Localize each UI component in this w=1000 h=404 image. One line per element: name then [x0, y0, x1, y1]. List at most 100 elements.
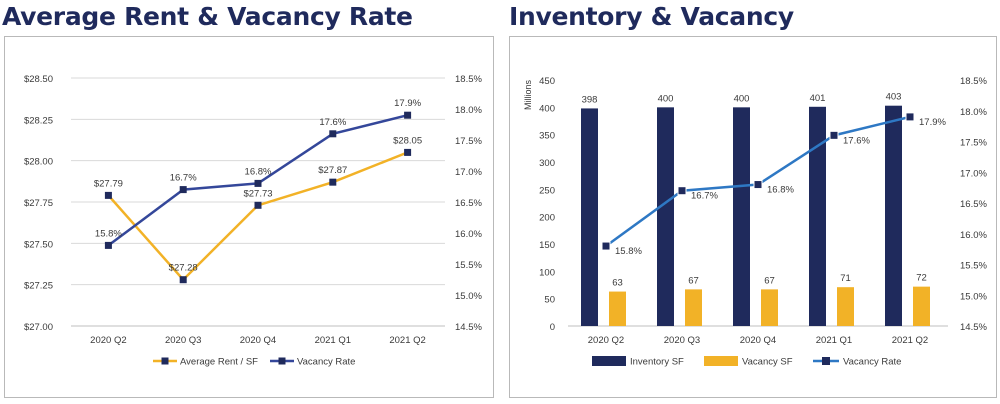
inventory-bar	[809, 106, 826, 326]
vacancy-point	[404, 111, 412, 119]
left-chart-title: Average Rent & Vacancy Rate	[2, 2, 413, 31]
rent-data-label: $27.87	[318, 165, 347, 176]
left-axis-tick-label: $28.00	[24, 157, 53, 168]
rent-vacancy-chart: $27.00 $27.25 $27.50 $27.75 $28.00 $28.25 $28.…	[24, 74, 483, 368]
right-axis-tick-label: 14.5%	[455, 322, 482, 333]
vacancy-sf-data-label: 67	[764, 275, 775, 286]
right-axis-tick-label: 18.5%	[960, 76, 987, 87]
left-axis-tick-label: $28.50	[24, 74, 53, 85]
x-axis-tick-label: 2021 Q2	[389, 335, 425, 346]
right-axis-tick-label: 16.0%	[960, 230, 987, 241]
left-axis-tick-label: 200	[539, 213, 555, 224]
legend-vacancy-rate-marker	[822, 357, 830, 365]
right-axis-tick-label: 15.5%	[960, 261, 987, 272]
inventory-data-label: 401	[810, 93, 826, 104]
x-axis-tick-label: 2021 Q1	[315, 335, 351, 346]
rent-point	[179, 276, 187, 284]
vacancy-sf-data-label: 71	[840, 273, 851, 284]
vacancy-sf-bar	[837, 287, 854, 326]
left-axis-tick-label: $27.75	[24, 198, 53, 209]
vacancy-point	[329, 130, 337, 138]
right-axis-tick-label: 16.0%	[455, 229, 482, 240]
vacancy-sf-bar	[685, 289, 702, 326]
right-axis-tick-label: 17.0%	[960, 168, 987, 179]
rent-data-label: $27.28	[169, 263, 198, 274]
right-axis-tick-label: 15.5%	[455, 260, 482, 271]
vacancy-sf-data-label: 67	[688, 275, 699, 286]
left-axis-tick-label: 150	[539, 240, 555, 251]
rent-point	[104, 191, 112, 199]
vacancy-rate-data-label: 17.9%	[919, 117, 946, 128]
left-axis-tick-label: $27.00	[24, 322, 53, 333]
legend-vacancy-rate-label: Vacancy Rate	[843, 357, 901, 368]
vacancy-rate-point	[677, 186, 687, 196]
inventory-data-label: 403	[886, 92, 902, 103]
left-axis-tick-label: $28.25	[24, 115, 53, 126]
right-axis-tick-label: 18.0%	[960, 107, 987, 118]
inventory-bar	[733, 107, 750, 326]
x-axis-tick-label: 2020 Q3	[664, 335, 700, 346]
vacancy-data-label: 16.8%	[245, 166, 272, 177]
x-axis-tick-label: 2021 Q1	[816, 335, 852, 346]
vacancy-point	[104, 241, 112, 249]
inventory-bar	[885, 105, 902, 327]
inventory-vacancy-chart: Millions 0 50 100 150 200 250 300 350 400 450 14.5%…	[523, 76, 987, 368]
rent-point	[254, 201, 262, 209]
left-axis-tick-label: 0	[550, 322, 555, 333]
left-axis-tick-label: 300	[539, 158, 555, 169]
vacancy-point	[254, 179, 262, 187]
vacancy-sf-data-label: 63	[612, 278, 623, 289]
inventory-data-label: 400	[658, 93, 674, 104]
x-axis-tick-label: 2020 Q4	[740, 335, 776, 346]
rent-point	[404, 148, 412, 156]
legend-vacancy-label: Vacancy Rate	[297, 357, 355, 368]
right-chart-title: Inventory & Vacancy	[509, 2, 794, 31]
vacancy-data-label: 15.8%	[95, 228, 122, 239]
vacancy-point	[179, 186, 187, 194]
vacancy-data-label: 16.7%	[170, 173, 197, 184]
vacancy-rate-point	[753, 180, 763, 190]
y-axis-title: Millions	[523, 80, 533, 111]
inventory-bar	[581, 108, 598, 326]
right-axis-tick-label: 16.5%	[960, 199, 987, 210]
legend-rent-marker	[161, 357, 169, 365]
right-axis-tick-label: 17.0%	[455, 167, 482, 178]
x-axis-tick-label: 2020 Q2	[90, 335, 126, 346]
vacancy-sf-data-label: 72	[916, 273, 927, 284]
vacancy-sf-bar	[761, 289, 778, 326]
left-axis-tick-label: $27.50	[24, 239, 53, 250]
x-axis-tick-label: 2020 Q3	[165, 335, 201, 346]
left-axis-tick-label: 50	[544, 295, 555, 306]
legend-inventory-swatch	[592, 356, 626, 366]
left-axis-tick-label: 100	[539, 267, 555, 278]
left-axis-tick-label: 450	[539, 76, 555, 87]
vacancy-rate-point	[601, 241, 611, 251]
rent-point	[329, 178, 337, 186]
inventory-vacancy-chart-panel: Millions 0 50 100 150 200 250 300 350 400 450 14.5%…	[509, 36, 997, 398]
x-axis-tick-label: 2021 Q2	[892, 335, 928, 346]
right-axis-tick-label: 17.5%	[455, 136, 482, 147]
inventory-bar	[657, 107, 674, 326]
left-axis-tick-label: 250	[539, 185, 555, 196]
left-axis-tick-label: $27.25	[24, 281, 53, 292]
vacancy-rate-data-label: 15.8%	[615, 246, 642, 257]
right-axis-tick-label: 15.0%	[960, 291, 987, 302]
vacancy-rate-data-label: 16.7%	[691, 191, 718, 202]
vacancy-rate-point	[829, 130, 839, 140]
rent-data-label: $27.79	[94, 178, 123, 189]
right-axis-tick-label: 18.0%	[455, 105, 482, 116]
rent-data-label: $28.05	[393, 135, 422, 146]
vacancy-rate-data-label: 17.6%	[843, 135, 870, 146]
x-axis-tick-label: 2020 Q4	[240, 335, 276, 346]
legend-vacancy-marker	[278, 357, 286, 365]
rent-data-label: $27.73	[243, 188, 272, 199]
right-axis-tick-label: 18.5%	[455, 74, 482, 85]
left-axis-tick-label: 350	[539, 131, 555, 142]
vacancy-sf-bar	[913, 286, 930, 326]
left-axis-tick-label: 400	[539, 103, 555, 114]
right-axis-tick-label: 16.5%	[455, 198, 482, 209]
vacancy-rate-point	[905, 112, 915, 122]
right-axis-tick-label: 17.5%	[960, 138, 987, 149]
legend-inventory-label: Inventory SF	[630, 357, 684, 368]
vacancy-sf-bar	[609, 291, 626, 326]
